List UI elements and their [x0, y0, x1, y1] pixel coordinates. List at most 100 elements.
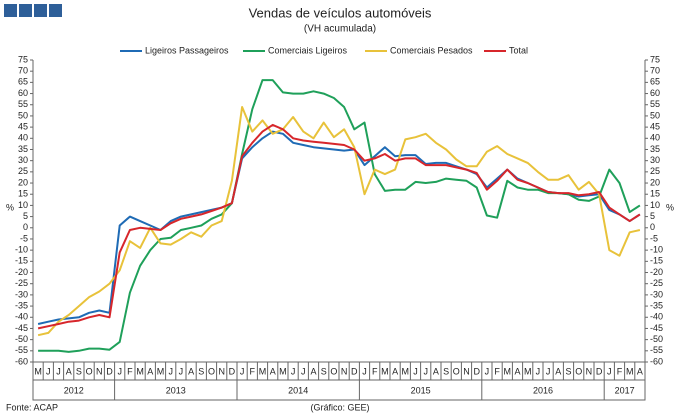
- y2-tick-label: -20: [650, 267, 663, 277]
- x-tick-label: M: [381, 366, 389, 376]
- y2-tick-label: 5: [650, 211, 655, 221]
- x-group-label: 2012: [64, 385, 84, 395]
- x-tick-label: F: [372, 366, 378, 376]
- y2-tick-label: -60: [650, 356, 663, 366]
- x-tick-label: O: [453, 366, 460, 376]
- logo-square: [4, 4, 17, 17]
- x-tick-label: A: [66, 366, 72, 376]
- x-tick-label: M: [402, 366, 410, 376]
- x-group-label: 2013: [166, 385, 186, 395]
- y-tick-label: -20: [15, 267, 28, 277]
- y-tick-label: -55: [15, 345, 28, 355]
- x-tick-label: M: [157, 366, 165, 376]
- x-tick-label: O: [330, 366, 337, 376]
- x-tick-label: A: [310, 366, 316, 376]
- y-tick-label: 50: [18, 110, 28, 120]
- x-tick-label: A: [433, 366, 439, 376]
- x-tick-label: O: [208, 366, 215, 376]
- x-tick-label: S: [565, 366, 571, 376]
- y2-tick-label: -30: [650, 289, 663, 299]
- logo-square: [34, 4, 47, 17]
- y-tick-label: 25: [18, 166, 28, 176]
- y2-tick-label: 45: [650, 121, 660, 131]
- y2-tick-label: 70: [650, 66, 660, 76]
- chart-subtitle: (VH acumulada): [304, 24, 376, 35]
- y2-tick-label: -50: [650, 334, 663, 344]
- x-tick-label: M: [136, 366, 144, 376]
- y2-tick-label: 30: [650, 155, 660, 165]
- legend-label: Ligeiros Passageiros: [145, 45, 229, 55]
- y2-tick-label: 10: [650, 200, 660, 210]
- x-tick-label: F: [617, 366, 623, 376]
- x-group-label: 2015: [411, 385, 431, 395]
- y-tick-label: 15: [18, 189, 28, 199]
- legend-label: Comerciais Pesados: [390, 45, 473, 55]
- y-tick-label: 40: [18, 133, 28, 143]
- x-tick-label: D: [229, 366, 236, 376]
- legend-label: Total: [509, 45, 528, 55]
- x-tick-label: A: [555, 366, 561, 376]
- series-line: [37, 106, 641, 337]
- x-tick-label: O: [86, 366, 93, 376]
- y-tick-label: -40: [15, 312, 28, 322]
- y2-tick-label: 0: [650, 222, 655, 232]
- x-tick-label: A: [147, 366, 153, 376]
- x-tick-label: S: [76, 366, 82, 376]
- x-tick-label: N: [463, 366, 470, 376]
- x-tick-label: J: [423, 366, 428, 376]
- y2-tick-label: 25: [650, 166, 660, 176]
- y-tick-label: 5: [23, 211, 28, 221]
- y2-tick-label: 15: [650, 189, 660, 199]
- y-tick-label: 10: [18, 200, 28, 210]
- x-group-label: 2017: [615, 385, 635, 395]
- x-tick-label: D: [596, 366, 603, 376]
- x-tick-label: J: [56, 366, 61, 376]
- x-tick-label: A: [637, 366, 643, 376]
- legend-label: Comerciais Ligeiros: [268, 45, 348, 55]
- y-tick-label: 65: [18, 77, 28, 87]
- x-tick-label: M: [626, 366, 634, 376]
- y2-tick-label: 55: [650, 99, 660, 109]
- x-tick-label: F: [250, 366, 256, 376]
- x-tick-label: N: [341, 366, 348, 376]
- x-tick-label: F: [494, 366, 500, 376]
- source: Fonte: ACAP: [6, 402, 58, 412]
- x-tick-label: N: [218, 366, 225, 376]
- x-tick-label: J: [536, 366, 541, 376]
- y-tick-label: 0: [23, 222, 28, 232]
- series-line: [37, 130, 641, 325]
- y2-tick-label: -10: [650, 245, 663, 255]
- x-tick-label: M: [259, 366, 267, 376]
- y2-tick-label: 50: [650, 110, 660, 120]
- y-tick-label: -10: [15, 245, 28, 255]
- x-tick-label: J: [291, 366, 296, 376]
- y2-tick-label: 20: [650, 177, 660, 187]
- y2-tick-label: -15: [650, 256, 663, 266]
- x-tick-label: D: [351, 366, 358, 376]
- logo-square: [19, 4, 32, 17]
- x-tick-label: M: [524, 366, 532, 376]
- y2-axis-label: %: [666, 202, 674, 212]
- y2-tick-label: -40: [650, 312, 663, 322]
- x-tick-label: A: [270, 366, 276, 376]
- x-tick-label: S: [321, 366, 327, 376]
- y2-tick-label: -5: [650, 233, 658, 243]
- x-tick-label: J: [546, 366, 551, 376]
- logo-square: [49, 4, 62, 17]
- y2-tick-label: 40: [650, 133, 660, 143]
- chart-title: Vendas de veículos automóveis: [249, 5, 432, 20]
- y-axis-label: %: [6, 202, 14, 212]
- y-tick-label: -45: [15, 323, 28, 333]
- x-tick-label: J: [485, 366, 490, 376]
- y2-tick-label: 35: [650, 144, 660, 154]
- x-tick-label: M: [34, 366, 42, 376]
- y-tick-label: 75: [18, 54, 28, 64]
- x-tick-label: S: [198, 366, 204, 376]
- y-tick-label: -35: [15, 300, 28, 310]
- y2-tick-label: 75: [650, 54, 660, 64]
- x-tick-label: F: [127, 366, 133, 376]
- x-tick-label: D: [106, 366, 113, 376]
- x-tick-label: J: [413, 366, 418, 376]
- x-tick-label: M: [279, 366, 287, 376]
